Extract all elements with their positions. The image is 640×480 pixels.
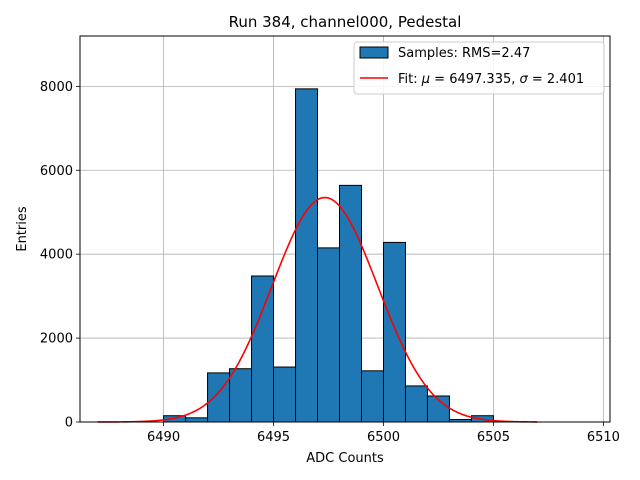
legend-box [353, 41, 605, 95]
legend-samples-swatch [359, 46, 389, 59]
histogram-bar [251, 275, 275, 423]
histogram-bar [185, 417, 209, 423]
fit-curve [97, 196, 538, 423]
legend-samples-label: Samples: RMS=2.47 [398, 46, 530, 61]
histogram-bar [404, 385, 428, 423]
y-tick-label: 2000 [40, 332, 73, 347]
chart-title: Run 384, channel000, Pedestal [229, 13, 462, 31]
x-axis-ticks: 6490 6495 6500 6505 6510 [147, 422, 620, 445]
legend-fit-label: Fit: μ = 6497.335, σ = 2.401 [398, 72, 584, 87]
histogram-bar [295, 88, 319, 423]
y-axis-ticks: 0 2000 4000 6000 8000 [40, 80, 80, 431]
histogram-bar [360, 370, 384, 423]
y-tick-label: 0 [65, 416, 73, 431]
plot-frame [79, 35, 611, 423]
y-tick-label: 8000 [40, 80, 73, 95]
x-tick-label: 6500 [367, 430, 400, 445]
x-tick-label: 6490 [147, 430, 180, 445]
y-axis-label: Entries [15, 206, 30, 252]
x-tick-label: 6495 [257, 430, 290, 445]
y-tick-label: 4000 [40, 248, 73, 263]
legend: Samples: RMS=2.47 Fit: μ = 6497.335, σ =… [353, 41, 605, 95]
histogram-bar [317, 247, 341, 423]
x-tick-label: 6510 [587, 430, 620, 445]
histogram-bar [229, 368, 253, 423]
x-axis-label: ADC Counts [306, 451, 384, 466]
histogram-bar [207, 372, 231, 423]
x-tick-label: 6505 [477, 430, 510, 445]
histogram-bars [163, 88, 494, 423]
histogram-bar [273, 366, 297, 423]
y-tick-label: 6000 [40, 164, 73, 179]
histogram-bar [382, 241, 406, 423]
